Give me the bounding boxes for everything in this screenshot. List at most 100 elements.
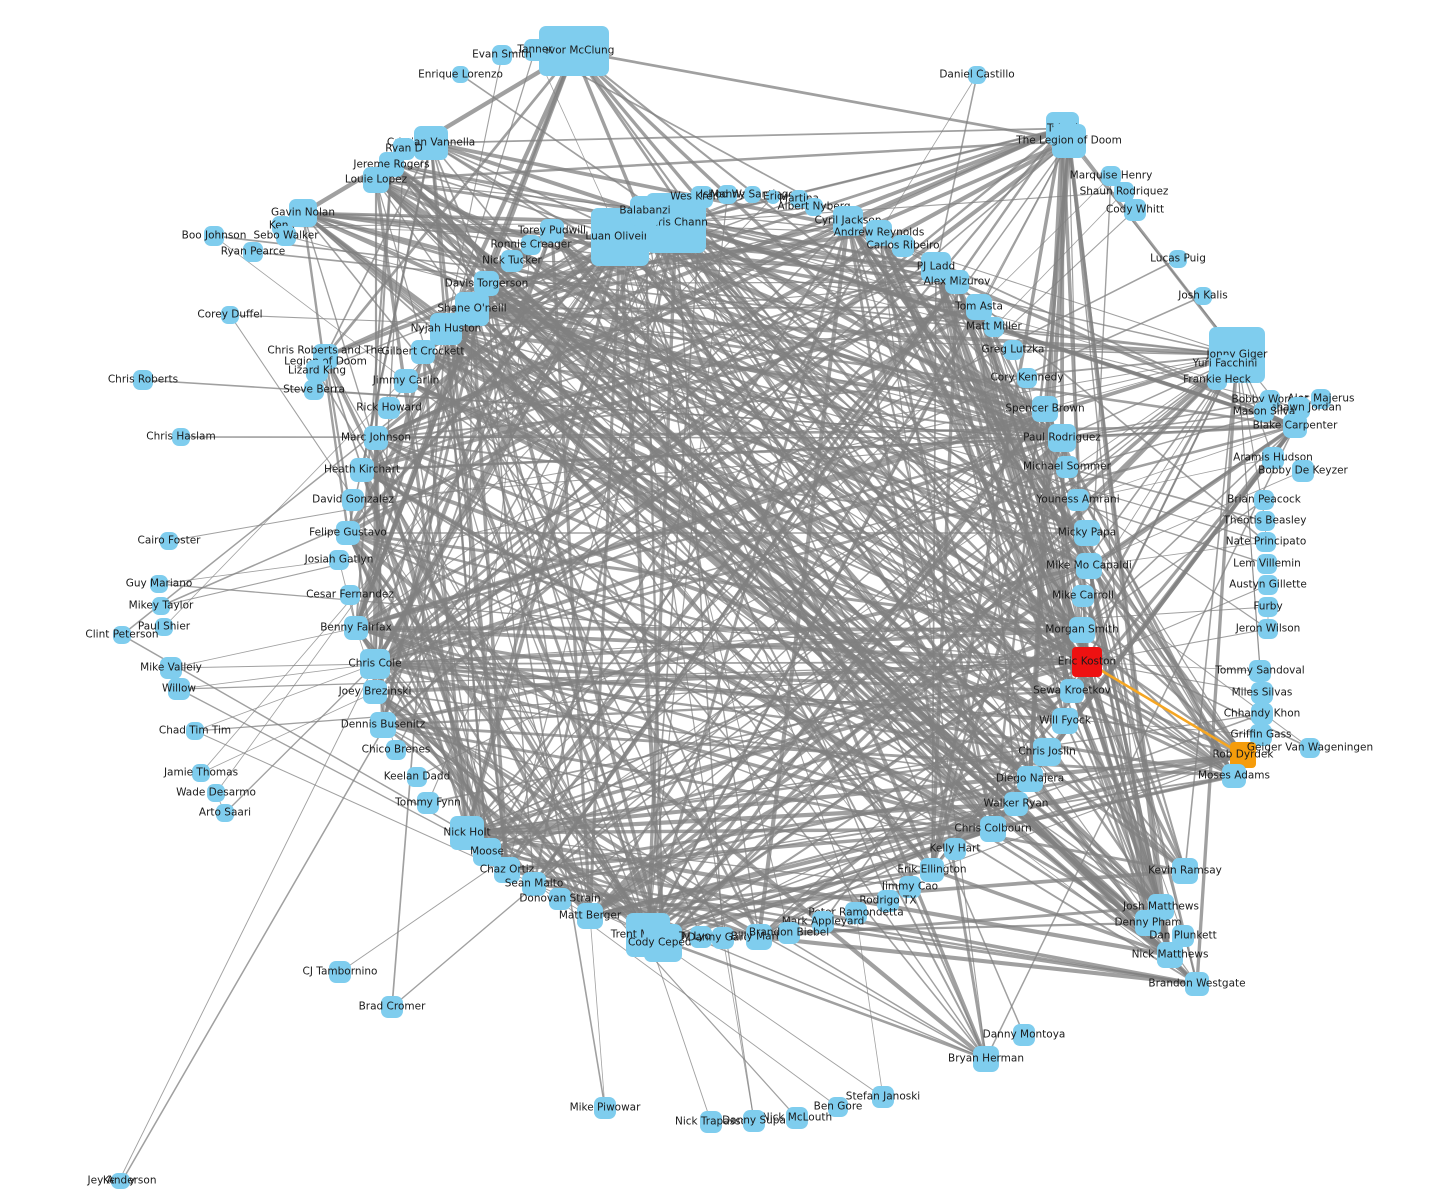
graph-node[interactable]	[1169, 250, 1187, 268]
graph-node[interactable]	[594, 1097, 616, 1119]
graph-node[interactable]	[329, 550, 349, 570]
graph-node[interactable]	[243, 242, 263, 262]
graph-node[interactable]	[1067, 489, 1089, 511]
graph-node[interactable]	[407, 767, 427, 787]
graph-node[interactable]	[114, 1173, 130, 1189]
graph-node[interactable]	[1255, 511, 1275, 531]
graph-node[interactable]	[360, 649, 390, 679]
graph-node[interactable]	[877, 890, 899, 912]
graph-node[interactable]	[790, 190, 808, 208]
graph-node[interactable]	[1222, 764, 1246, 788]
graph-node[interactable]	[521, 235, 541, 255]
graph-node[interactable]	[1230, 742, 1256, 768]
graph-node[interactable]	[160, 657, 182, 679]
graph-node[interactable]	[899, 876, 921, 898]
graph-node[interactable]	[1256, 532, 1276, 552]
graph-node[interactable]	[1194, 287, 1212, 305]
graph-node[interactable]	[494, 857, 520, 883]
graph-node[interactable]	[430, 313, 462, 345]
graph-node[interactable]	[1033, 738, 1061, 766]
graph-node[interactable]	[892, 235, 914, 257]
graph-node[interactable]	[1172, 858, 1198, 884]
graph-node[interactable]	[968, 66, 986, 84]
graph-node[interactable]	[394, 369, 418, 393]
graph-node[interactable]	[1283, 414, 1307, 438]
graph-node[interactable]	[289, 199, 317, 227]
graph-node[interactable]	[1172, 925, 1194, 947]
graph-node[interactable]	[411, 340, 435, 364]
graph-node[interactable]	[1258, 575, 1278, 595]
graph-node[interactable]	[743, 1110, 765, 1132]
graph-node[interactable]	[644, 924, 682, 962]
graph-node[interactable]	[577, 903, 603, 929]
graph-node[interactable]	[1072, 647, 1102, 677]
graph-node[interactable]	[1292, 460, 1314, 482]
graph-node[interactable]	[718, 185, 737, 204]
graph-node[interactable]	[192, 764, 210, 782]
graph-node[interactable]	[417, 792, 439, 814]
graph-node[interactable]	[1124, 199, 1146, 221]
graph-node[interactable]	[452, 66, 469, 83]
graph-node[interactable]	[1185, 972, 1209, 996]
graph-node[interactable]	[276, 226, 296, 246]
graph-node[interactable]	[492, 45, 512, 65]
graph-node[interactable]	[1254, 490, 1274, 510]
graph-node[interactable]	[336, 521, 360, 545]
graph-node[interactable]	[1069, 617, 1095, 643]
graph-node[interactable]	[1249, 660, 1271, 682]
graph-node[interactable]	[812, 911, 834, 933]
graph-node[interactable]	[522, 872, 546, 896]
graph-node[interactable]	[1157, 942, 1183, 968]
graph-node[interactable]	[501, 250, 523, 272]
graph-node[interactable]	[1056, 456, 1078, 478]
graph-node[interactable]	[1101, 166, 1121, 186]
graph-node[interactable]	[973, 1046, 999, 1072]
graph-node[interactable]	[1017, 368, 1037, 388]
graph-node[interactable]	[364, 426, 388, 450]
graph-node[interactable]	[920, 858, 944, 882]
graph-node[interactable]	[1288, 397, 1310, 419]
graph-node[interactable]	[1262, 447, 1284, 469]
graph-node[interactable]	[1052, 124, 1086, 158]
graph-node[interactable]	[152, 597, 170, 615]
graph-node[interactable]	[630, 196, 660, 226]
graph-node[interactable]	[1114, 182, 1134, 202]
graph-node[interactable]	[712, 927, 734, 949]
graph-node[interactable]	[700, 1111, 722, 1133]
graph-node[interactable]	[1258, 597, 1278, 617]
graph-node[interactable]	[363, 680, 387, 704]
graph-node[interactable]	[350, 458, 374, 482]
graph-node[interactable]	[1258, 619, 1278, 639]
graph-node[interactable]	[1257, 554, 1277, 574]
graph-node[interactable]	[378, 397, 400, 419]
graph-node[interactable]	[304, 380, 324, 400]
graph-node[interactable]	[984, 317, 1004, 337]
graph-node[interactable]	[690, 926, 712, 948]
graph-node[interactable]	[204, 226, 224, 246]
graph-node[interactable]	[1013, 1024, 1035, 1046]
graph-node[interactable]	[414, 126, 448, 160]
graph-node[interactable]	[133, 370, 153, 390]
graph-node[interactable]	[778, 922, 800, 944]
graph-node[interactable]	[329, 961, 351, 983]
graph-node[interactable]	[155, 618, 173, 636]
graph-node[interactable]	[340, 585, 360, 605]
graph-node[interactable]	[845, 902, 867, 924]
graph-node[interactable]	[381, 996, 403, 1018]
graph-node[interactable]	[1300, 738, 1320, 758]
graph-node[interactable]	[549, 888, 571, 910]
graph-node[interactable]	[1076, 553, 1102, 579]
graph-node[interactable]	[540, 219, 564, 243]
graph-node[interactable]	[363, 167, 389, 193]
graph-node[interactable]	[524, 39, 546, 61]
graph-node[interactable]	[306, 360, 328, 382]
graph-node[interactable]	[1250, 724, 1272, 746]
graph-node[interactable]	[221, 306, 239, 324]
graph-node[interactable]	[744, 186, 761, 203]
graph-node[interactable]	[1032, 396, 1058, 422]
graph-node[interactable]	[1048, 424, 1076, 452]
graph-node[interactable]	[539, 26, 609, 76]
graph-node[interactable]	[216, 804, 234, 822]
